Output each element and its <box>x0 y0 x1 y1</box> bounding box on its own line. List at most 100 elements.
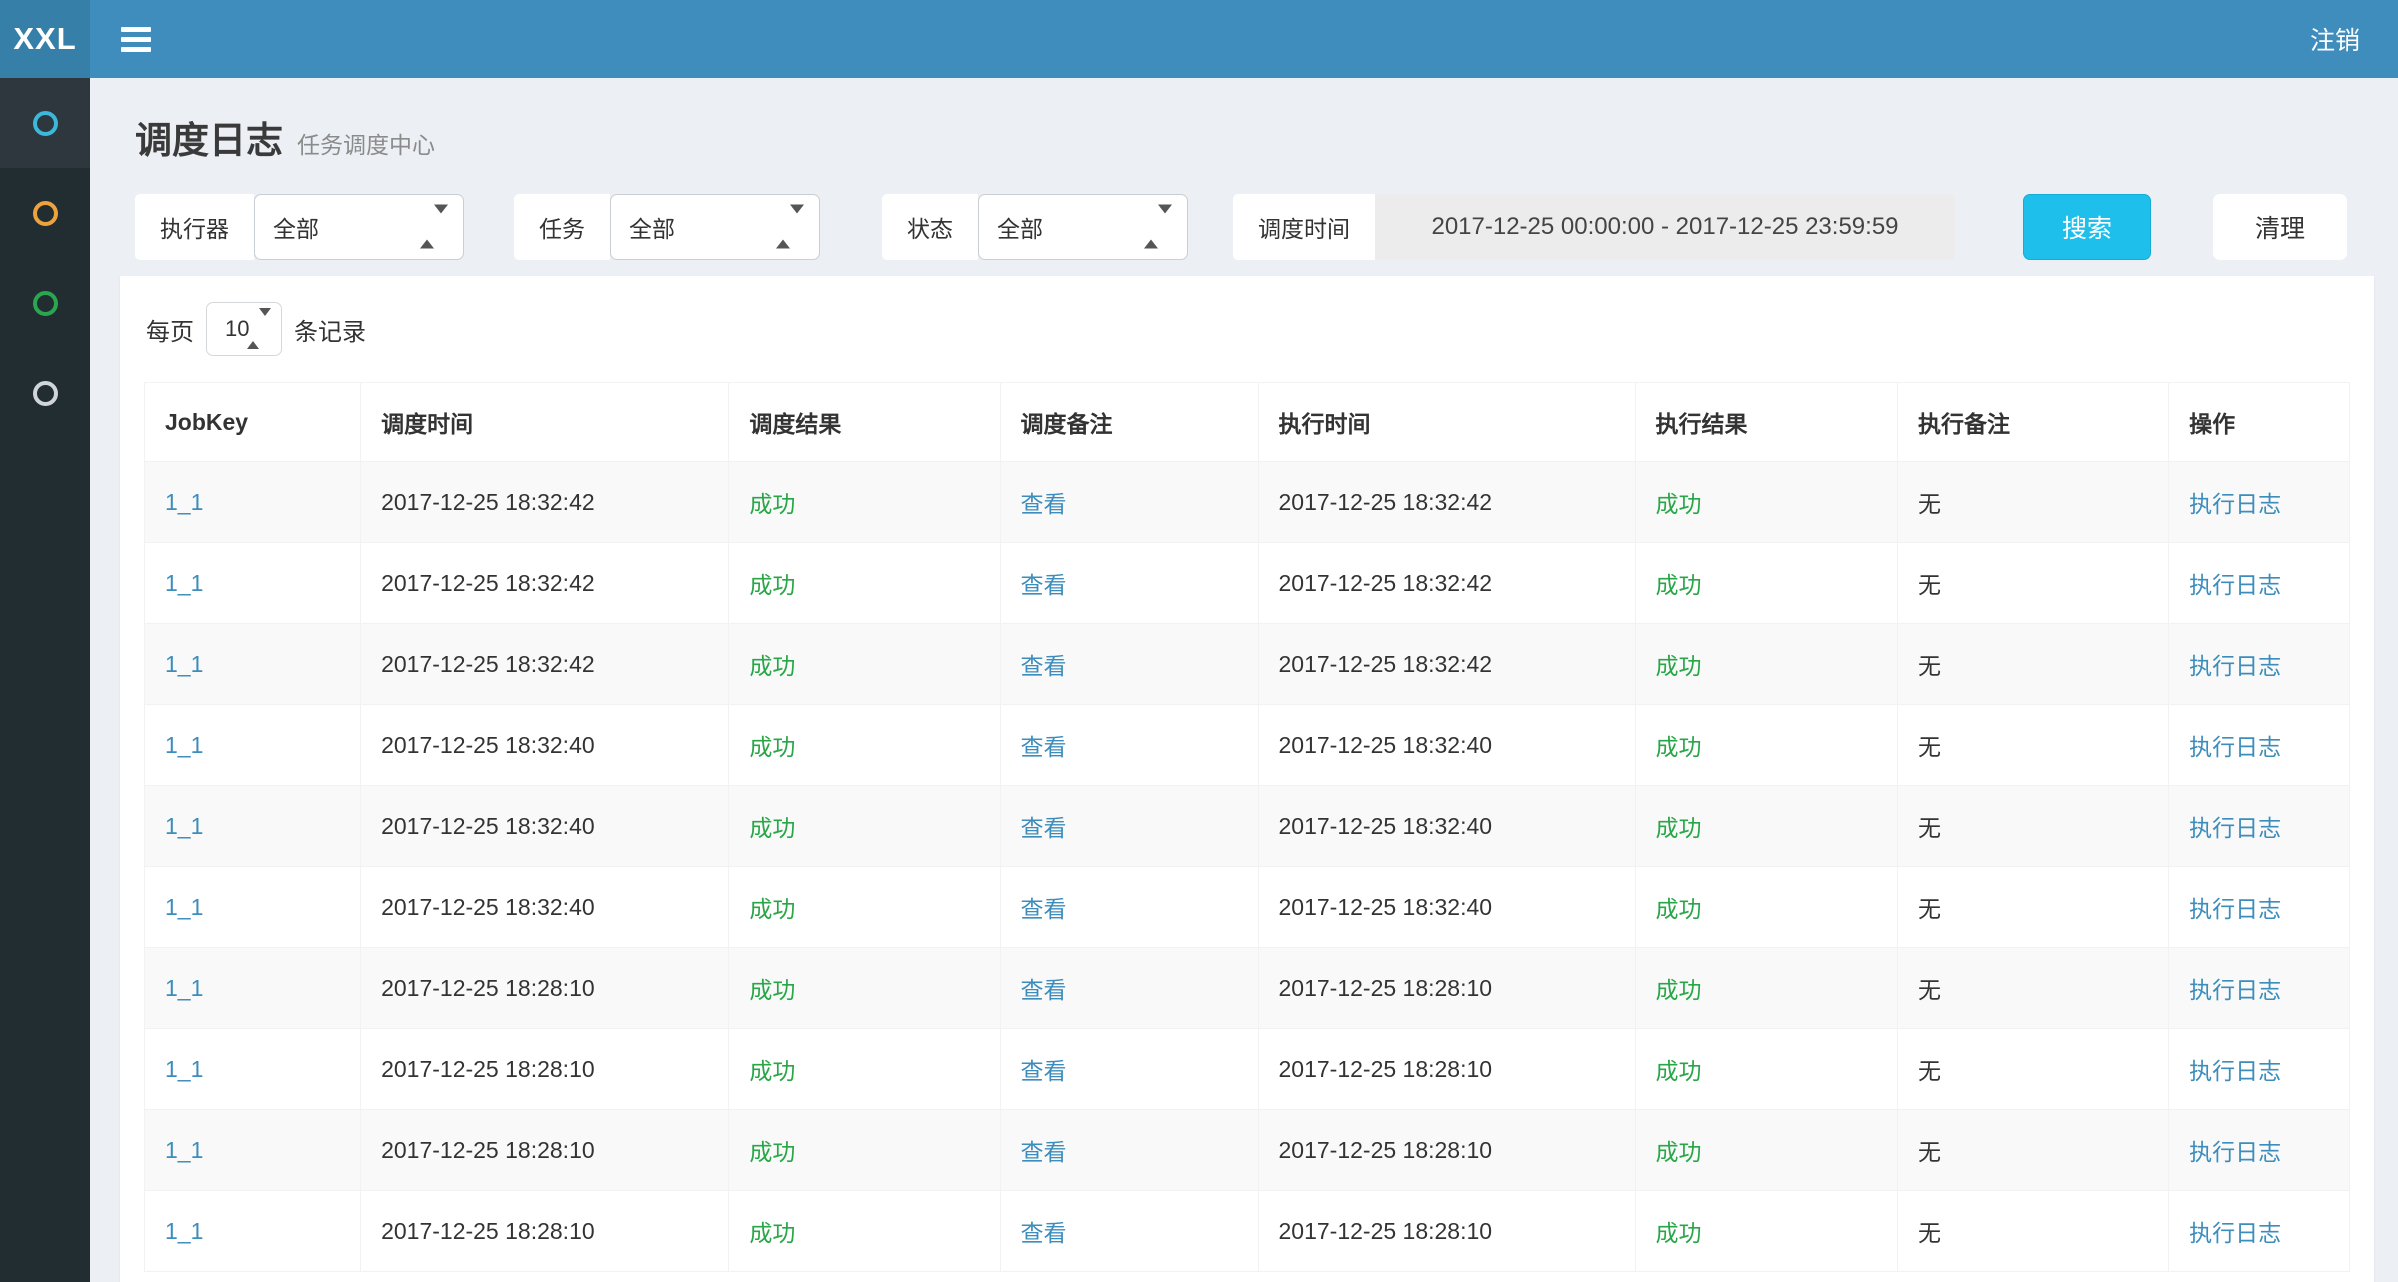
cell-trigger_msg[interactable]: 查看 <box>999 542 1259 624</box>
cell-trigger_msg[interactable]: 查看 <box>999 866 1259 948</box>
cell-trigger_time: 2017-12-25 18:32:40 <box>360 704 730 786</box>
cell-handle_result: 成功 <box>1634 866 1898 948</box>
cell-action[interactable]: 执行日志 <box>2168 1190 2350 1272</box>
cell-action[interactable]: 执行日志 <box>2168 1109 2350 1191</box>
cell-job_key[interactable]: 1_1 <box>143 1190 362 1272</box>
circle-icon <box>32 200 58 226</box>
filter-bar: 执行器 全部 任务 全部 状态 全部 调度时间 2017-12-25 00:00… <box>90 194 2398 260</box>
cell-action[interactable]: 执行日志 <box>2168 704 2350 786</box>
page-size-suffix: 条记录 <box>294 318 366 346</box>
time-range-input[interactable]: 2017-12-25 00:00:00 - 2017-12-25 23:59:5… <box>1375 194 1955 260</box>
app-logo: XXL <box>0 0 90 78</box>
cell-handle_result: 成功 <box>1634 461 1898 543</box>
cell-job_key[interactable]: 1_1 <box>143 947 362 1029</box>
cell-handle_time: 2017-12-25 18:32:42 <box>1257 461 1636 543</box>
table-row: 1_1 2017-12-25 18:32:40 成功 查看 2017-12-25 18:… <box>143 785 2350 867</box>
status-select[interactable]: 全部 <box>978 194 1188 260</box>
cell-trigger_time: 2017-12-25 18:28:10 <box>360 1190 730 1272</box>
sidebar-menu-item-4[interactable] <box>0 348 90 438</box>
cell-trigger_msg[interactable]: 查看 <box>999 947 1259 1029</box>
cell-job_key[interactable]: 1_1 <box>143 704 362 786</box>
top-navbar: XXL 注销 <box>0 0 2398 78</box>
column-header-trigger_msg: 调度备注 <box>999 382 1259 462</box>
executor-select[interactable]: 全部 <box>254 194 464 260</box>
cell-trigger_result: 成功 <box>728 1109 1001 1191</box>
cell-trigger_result: 成功 <box>728 704 1001 786</box>
cell-trigger_time: 2017-12-25 18:28:10 <box>360 947 730 1029</box>
clear-button[interactable]: 清理 <box>2213 194 2347 260</box>
job-select-value: 全部 <box>629 216 675 242</box>
job-filter-group: 任务 全部 <box>514 194 820 260</box>
cell-job_key[interactable]: 1_1 <box>143 461 362 543</box>
cell-action[interactable]: 执行日志 <box>2168 866 2350 948</box>
job-select[interactable]: 全部 <box>610 194 820 260</box>
page-subtitle: 任务调度中心 <box>297 132 435 158</box>
cell-handle_msg: 无 <box>1896 461 2170 543</box>
cell-handle_result: 成功 <box>1634 1109 1898 1191</box>
page-size-control: 每页 10 条记录 <box>146 302 2350 356</box>
column-header-trigger_result: 调度结果 <box>728 382 1001 462</box>
cell-trigger_msg[interactable]: 查看 <box>999 1028 1259 1110</box>
cell-handle_msg: 无 <box>1896 1109 2170 1191</box>
page-header: 调度日志 任务调度中心 <box>90 78 2398 164</box>
cell-handle_msg: 无 <box>1896 785 2170 867</box>
cell-job_key[interactable]: 1_1 <box>143 623 362 705</box>
cell-handle_msg: 无 <box>1896 947 2170 1029</box>
cell-action[interactable]: 执行日志 <box>2168 623 2350 705</box>
cell-job_key[interactable]: 1_1 <box>143 1028 362 1110</box>
sidebar-menu-item-1[interactable] <box>0 78 90 168</box>
cell-trigger_result: 成功 <box>728 785 1001 867</box>
cell-trigger_time: 2017-12-25 18:28:10 <box>360 1109 730 1191</box>
cell-handle_result: 成功 <box>1634 623 1898 705</box>
sidebar-menu <box>0 78 90 1282</box>
cell-action[interactable]: 执行日志 <box>2168 947 2350 1029</box>
table-row: 1_1 2017-12-25 18:32:42 成功 查看 2017-12-25 18:… <box>143 623 2350 705</box>
executor-select-value: 全部 <box>273 216 319 242</box>
column-header-handle_time: 执行时间 <box>1257 382 1636 462</box>
cell-trigger_msg[interactable]: 查看 <box>999 461 1259 543</box>
executor-filter-label: 执行器 <box>135 194 254 260</box>
cell-trigger_time: 2017-12-25 18:32:42 <box>360 623 730 705</box>
cell-action[interactable]: 执行日志 <box>2168 542 2350 624</box>
time-filter-group: 调度时间 2017-12-25 00:00:00 - 2017-12-25 23… <box>1233 194 1955 260</box>
cell-handle_time: 2017-12-25 18:28:10 <box>1257 1109 1636 1191</box>
cell-handle_msg: 无 <box>1896 623 2170 705</box>
cell-job_key[interactable]: 1_1 <box>143 866 362 948</box>
cell-trigger_result: 成功 <box>728 623 1001 705</box>
circle-icon <box>32 290 58 316</box>
table-row: 1_1 2017-12-25 18:32:42 成功 查看 2017-12-25 18:… <box>143 461 2350 543</box>
cell-trigger_msg[interactable]: 查看 <box>999 623 1259 705</box>
cell-handle_time: 2017-12-25 18:32:40 <box>1257 785 1636 867</box>
search-button[interactable]: 搜索 <box>2023 194 2151 260</box>
cell-action[interactable]: 执行日志 <box>2168 785 2350 867</box>
cell-action[interactable]: 执行日志 <box>2168 1028 2350 1110</box>
sidebar-menu-item-2[interactable] <box>0 168 90 258</box>
cell-trigger_time: 2017-12-25 18:32:42 <box>360 542 730 624</box>
circle-icon <box>32 380 58 406</box>
cell-handle_time: 2017-12-25 18:28:10 <box>1257 1028 1636 1110</box>
cell-handle_time: 2017-12-25 18:28:10 <box>1257 947 1636 1029</box>
cell-trigger_time: 2017-12-25 18:28:10 <box>360 1028 730 1110</box>
page-title: 调度日志 <box>135 120 283 161</box>
circle-icon <box>32 110 58 136</box>
cell-trigger_msg[interactable]: 查看 <box>999 704 1259 786</box>
cell-job_key[interactable]: 1_1 <box>143 785 362 867</box>
logout-button[interactable]: 注销 <box>2309 27 2360 55</box>
hamburger-menu-icon[interactable] <box>90 0 182 78</box>
column-header-handle_result: 执行结果 <box>1634 382 1898 462</box>
select-arrows-icon <box>776 204 804 249</box>
cell-trigger_msg[interactable]: 查看 <box>999 785 1259 867</box>
cell-job_key[interactable]: 1_1 <box>143 542 362 624</box>
table-row: 1_1 2017-12-25 18:32:40 成功 查看 2017-12-25 18:… <box>143 704 2350 786</box>
cell-action[interactable]: 执行日志 <box>2168 461 2350 543</box>
cell-trigger_msg[interactable]: 查看 <box>999 1190 1259 1272</box>
cell-trigger_time: 2017-12-25 18:32:40 <box>360 866 730 948</box>
cell-job_key[interactable]: 1_1 <box>143 1109 362 1191</box>
cell-trigger_result: 成功 <box>728 542 1001 624</box>
main-content: 调度日志 任务调度中心 执行器 全部 任务 全部 状态 全部 调度时间 <box>90 0 2398 1282</box>
cell-trigger_msg[interactable]: 查看 <box>999 1109 1259 1191</box>
sidebar-menu-item-3[interactable] <box>0 258 90 348</box>
page-size-select[interactable]: 10 <box>206 302 282 356</box>
cell-handle_result: 成功 <box>1634 704 1898 786</box>
job-filter-label: 任务 <box>514 194 610 260</box>
